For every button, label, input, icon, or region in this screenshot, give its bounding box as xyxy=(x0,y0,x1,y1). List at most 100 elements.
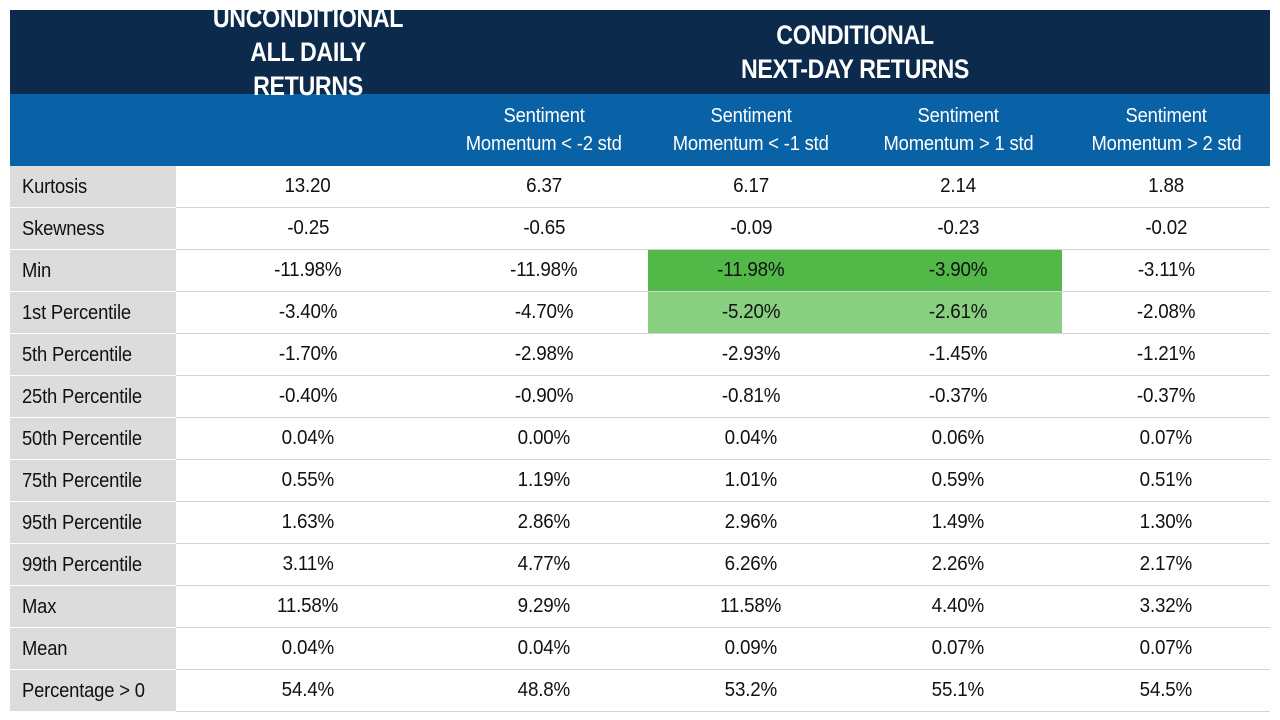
row-divider xyxy=(176,333,1270,334)
highlighted-cell: -11.98% xyxy=(648,250,854,291)
table-cell: 3.32% xyxy=(1062,586,1270,627)
row-label-text: Max xyxy=(22,595,57,618)
cell-value: -1.45% xyxy=(928,343,988,365)
row-label: 75th Percentile xyxy=(10,460,176,502)
table-cell: 0.04% xyxy=(176,418,440,459)
table-row: Max 11.58% 9.29% 11.58% 4.40% 3.32% xyxy=(10,586,1270,628)
table-row: Mean 0.04% 0.04% 0.09% 0.07% 0.07% xyxy=(10,628,1270,670)
row-label: Max xyxy=(10,586,176,628)
row-label-text: Min xyxy=(22,259,52,282)
cell-value: 0.59% xyxy=(931,469,985,491)
table-cell: 0.09% xyxy=(648,628,854,669)
row-divider xyxy=(176,711,1270,712)
row-label: 1st Percentile xyxy=(10,292,176,334)
table-cell: 9.29% xyxy=(440,586,648,627)
table-cell: -11.98% xyxy=(176,250,440,291)
row-divider xyxy=(176,585,1270,586)
label-divider xyxy=(10,543,176,544)
row-divider xyxy=(176,543,1270,544)
label-divider xyxy=(10,333,176,334)
table-cell: -3.40% xyxy=(176,292,440,333)
column-header-momentum-lt-minus-1: Sentiment Momentum < -1 std xyxy=(648,94,854,166)
cell-value: -0.90% xyxy=(514,385,574,407)
table-cell: -3.11% xyxy=(1062,250,1270,291)
cell-value: 2.86% xyxy=(517,511,571,533)
row-label-text: Mean xyxy=(22,637,68,660)
row-divider xyxy=(176,627,1270,628)
table-cell: 1.19% xyxy=(440,460,648,501)
table-cell: 2.17% xyxy=(1062,544,1270,585)
table-cell: 6.37 xyxy=(440,166,648,207)
table-cell: 3.11% xyxy=(176,544,440,585)
cell-value: -0.37% xyxy=(928,385,988,407)
group-header-conditional-line-1: CONDITIONAL xyxy=(776,20,934,50)
cell-value: -3.90% xyxy=(928,259,988,281)
cell-value: 0.04% xyxy=(281,427,335,449)
row-divider xyxy=(176,375,1270,376)
row-label-text: 99th Percentile xyxy=(22,553,142,576)
cell-value: 55.1% xyxy=(931,679,985,701)
cell-value: -11.98% xyxy=(274,259,342,281)
column-header-line-1: Sentiment xyxy=(917,105,999,127)
label-divider xyxy=(10,249,176,250)
table-cell: -2.08% xyxy=(1062,292,1270,333)
highlighted-cell: -5.20% xyxy=(648,292,854,333)
table-cell: -0.37% xyxy=(1062,376,1270,417)
row-label: 5th Percentile xyxy=(10,334,176,376)
column-header-momentum-gt-1: Sentiment Momentum > 1 std xyxy=(854,94,1062,166)
table-cell: -1.21% xyxy=(1062,334,1270,375)
row-divider xyxy=(176,291,1270,292)
table-cell: -0.65 xyxy=(440,208,648,249)
table-cell: -0.37% xyxy=(854,376,1062,417)
table-cell: 53.2% xyxy=(648,670,854,711)
column-header-line-1: Sentiment xyxy=(1125,105,1207,127)
cell-value: 0.09% xyxy=(724,637,778,659)
label-divider xyxy=(10,585,176,586)
row-label: 50th Percentile xyxy=(10,418,176,460)
table-cell: -0.09 xyxy=(648,208,854,249)
table-cell: -0.23 xyxy=(854,208,1062,249)
table-cell: -2.98% xyxy=(440,334,648,375)
table-row: 75th Percentile 0.55% 1.19% 1.01% 0.59% 0.51% xyxy=(10,460,1270,502)
cell-value: 6.37 xyxy=(526,175,562,197)
table-cell: 4.77% xyxy=(440,544,648,585)
table-cell: -0.25 xyxy=(176,208,440,249)
cell-value: -0.02 xyxy=(1145,217,1187,239)
row-label: Min xyxy=(10,250,176,292)
cell-value: -4.70% xyxy=(514,301,574,323)
row-label-text: 95th Percentile xyxy=(22,511,142,534)
row-divider xyxy=(176,207,1270,208)
row-divider xyxy=(176,249,1270,250)
table-cell: 1.88 xyxy=(1062,166,1270,207)
cell-value: 0.04% xyxy=(281,637,335,659)
row-label-text: 50th Percentile xyxy=(22,427,142,450)
table-row: 95th Percentile 1.63% 2.86% 2.96% 1.49% 1.30% xyxy=(10,502,1270,544)
table-cell: -1.45% xyxy=(854,334,1062,375)
cell-value: 11.58% xyxy=(720,595,782,617)
cell-value: 0.07% xyxy=(1139,637,1193,659)
table-cell: 0.00% xyxy=(440,418,648,459)
cell-value: 11.58% xyxy=(277,595,339,617)
table-cell: 0.04% xyxy=(440,628,648,669)
cell-value: 4.40% xyxy=(931,595,985,617)
table-cell: 13.20 xyxy=(176,166,440,207)
row-label-text: Kurtosis xyxy=(22,175,88,198)
table-cell: 0.06% xyxy=(854,418,1062,459)
table-cell: -11.98% xyxy=(440,250,648,291)
row-label: Kurtosis xyxy=(10,166,176,208)
table-cell: 6.17 xyxy=(648,166,854,207)
cell-value: 0.04% xyxy=(724,427,778,449)
table-cell: 0.04% xyxy=(648,418,854,459)
cell-value: -0.23 xyxy=(937,217,979,239)
cell-value: -3.40% xyxy=(278,301,338,323)
cell-value: -0.65 xyxy=(523,217,565,239)
cell-value: -2.61% xyxy=(928,301,988,323)
column-header-line-1: Sentiment xyxy=(710,105,792,127)
table-cell: 0.04% xyxy=(176,628,440,669)
cell-value: 0.07% xyxy=(1139,427,1193,449)
table-cell: 4.40% xyxy=(854,586,1062,627)
column-header-momentum-gt-2: Sentiment Momentum > 2 std xyxy=(1062,94,1270,166)
cell-value: -11.98% xyxy=(510,259,578,281)
row-divider xyxy=(176,669,1270,670)
cell-value: 2.96% xyxy=(724,511,778,533)
